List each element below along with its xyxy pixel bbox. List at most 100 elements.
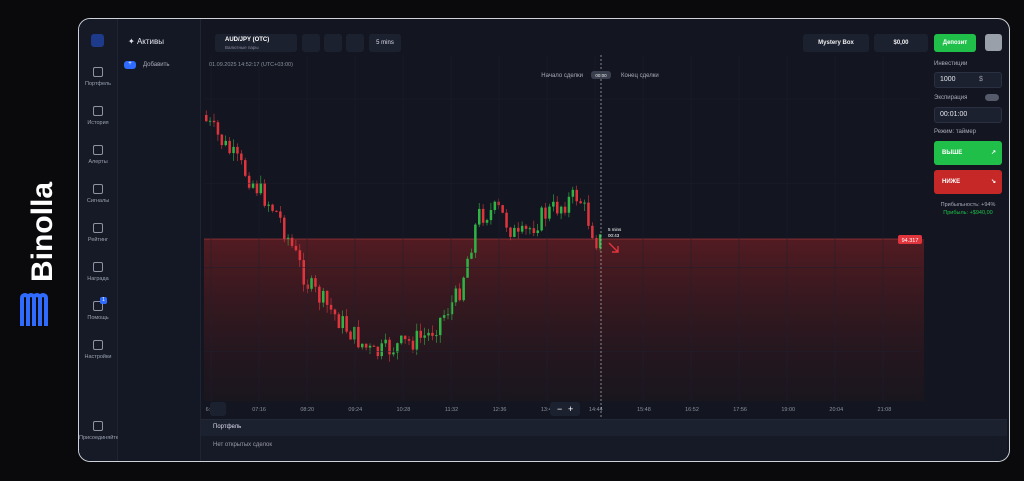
mode: Режим: таймер (934, 129, 976, 135)
portfolio-header[interactable] (201, 420, 1007, 436)
trade-end: Конец сделки (621, 73, 659, 79)
sidebar: Портфель История Алерты Сигналы Рейтинг Награ… (79, 19, 124, 461)
timeframe[interactable]: 5 mins (369, 34, 401, 52)
portfolio: Портфель Нет открытых сделок (201, 419, 1007, 461)
time-label: 17:56 (733, 407, 747, 413)
currency: $ (979, 76, 983, 83)
assets-title: ✦ Активы (128, 37, 164, 46)
sidebar-item[interactable]: История (79, 106, 117, 126)
expiration-label: Экспирация (934, 95, 968, 101)
time-label: 19:00 (781, 407, 795, 413)
pair-selector[interactable]: AUD/JPY (OTC) Валютные пары (215, 34, 297, 52)
zoom[interactable] (550, 402, 580, 416)
sidebar-label: История (87, 120, 109, 126)
pair: AUD/JPY (OTC) (225, 37, 270, 43)
countdown: 00:43 (608, 233, 620, 238)
mystery-box[interactable]: Mystery Box (803, 34, 869, 52)
expiration: 00:01:00 (940, 111, 968, 118)
expiration-toggle[interactable] (985, 94, 999, 101)
down-arrow (608, 242, 619, 253)
chart-type[interactable] (302, 34, 320, 52)
join[interactable]: Присоединяйтесь (79, 421, 124, 441)
sidebar-item[interactable]: Настройки (79, 340, 117, 360)
sidebar-label: Портфель (85, 81, 111, 87)
sidebar-item[interactable]: Помощь (79, 301, 117, 321)
investment-input[interactable]: 1000 $ (934, 72, 1002, 88)
time-label: 11:32 (445, 407, 458, 413)
join-text: Присоединяйтесь (79, 435, 125, 441)
sidebar-label: Алерты (88, 159, 108, 165)
brand-logo: Binolla (20, 182, 59, 326)
timestamp: 01.09.2025 14:52:17 (UTC+03:00) (209, 62, 293, 68)
settings-btn[interactable] (210, 402, 226, 416)
time-label: 09:24 (348, 407, 362, 413)
expiration-input[interactable]: 00:01:00 (934, 107, 1002, 123)
drawing[interactable] (346, 34, 364, 52)
sidebar-label: Сигналы (86, 198, 110, 204)
add-icon[interactable]: + (124, 61, 136, 69)
time-label: 12:36 (493, 407, 507, 413)
investment-label: Инвестиции (934, 61, 968, 67)
start-badge: 00:00 (595, 73, 607, 78)
add-label[interactable]: Добавить (143, 62, 170, 68)
avatar[interactable] (985, 34, 1002, 51)
chart: 21:08 20:04 19:00 17:56 16:52 15:48 14:44 13:40… (204, 55, 924, 421)
time-label: 14:44 (589, 407, 603, 413)
icon (93, 421, 103, 431)
icon (93, 184, 103, 194)
portfolio-title: Портфель (213, 424, 242, 430)
trade-start: Начало сделки (541, 73, 583, 79)
time-label: 07:16 (252, 407, 266, 413)
portfolio-empty: Нет открытых сделок (213, 442, 273, 448)
icon (93, 145, 103, 155)
logo (91, 34, 104, 47)
brand: Binolla (16, 150, 59, 330)
up-button[interactable]: ВЫШЕ ↗ (934, 141, 1002, 165)
sidebar-label: Помощь (87, 315, 109, 321)
current-price: 94.317 (902, 238, 919, 244)
up-text: ВЫШЕ (942, 150, 963, 156)
icon (93, 301, 103, 311)
icon (93, 106, 103, 116)
sidebar-item[interactable]: Сигналы (79, 184, 117, 204)
indicators[interactable] (324, 34, 342, 52)
time-label: 08:20 (300, 407, 314, 413)
zoom-in[interactable]: + (568, 404, 573, 414)
down-button[interactable]: НИЖЕ ↘ (934, 170, 1002, 194)
profitability: Прибыльность: +94% (940, 202, 996, 208)
down-text: НИЖЕ (942, 179, 961, 185)
time-label: 21:08 (878, 407, 892, 413)
sidebar-label: Награда (87, 276, 109, 282)
put-zone (204, 239, 924, 401)
sidebar-item[interactable]: Алерты (79, 145, 117, 165)
investment: 1000 (940, 76, 956, 83)
start-badge-bg (591, 71, 611, 79)
trade-panel: Инвестиции 1000 $ Экспирация 00:01:00 Ре… (929, 55, 1007, 419)
profit: Прибыль: +$940,00 (943, 210, 993, 216)
pair-type: Валютные пары (225, 45, 259, 50)
icon (93, 223, 103, 233)
assets-panel: ✦ Активы + Добавить (118, 19, 201, 461)
icon (93, 67, 103, 77)
app: Портфель История Алерты Сигналы Рейтинг Награ… (78, 18, 1010, 462)
sidebar-label: Рейтинг (87, 237, 109, 243)
help-badge: 1 (100, 297, 107, 304)
time-label: 13:40 (541, 407, 555, 413)
assets-title-text: Активы (136, 37, 164, 46)
sidebar-item[interactable]: Рейтинг (79, 223, 117, 243)
brand-name: Binolla (26, 182, 56, 282)
sidebar-item[interactable]: Портфель (79, 67, 117, 87)
icon (93, 340, 103, 350)
deposit[interactable]: Депозит (934, 34, 976, 52)
sidebar-label: Настройки (84, 354, 112, 360)
time-label: 15:48 (637, 407, 651, 413)
time-label: 10:28 (397, 407, 411, 413)
candle-timeframe: 5 mins (608, 227, 622, 232)
zoom-out[interactable]: − (557, 404, 562, 414)
time-label: 16:52 (685, 407, 699, 413)
sidebar-item[interactable]: Награда (79, 262, 117, 282)
icon (93, 262, 103, 272)
time-label: 20:04 (829, 407, 843, 413)
balance[interactable]: $0,00 (874, 34, 928, 52)
